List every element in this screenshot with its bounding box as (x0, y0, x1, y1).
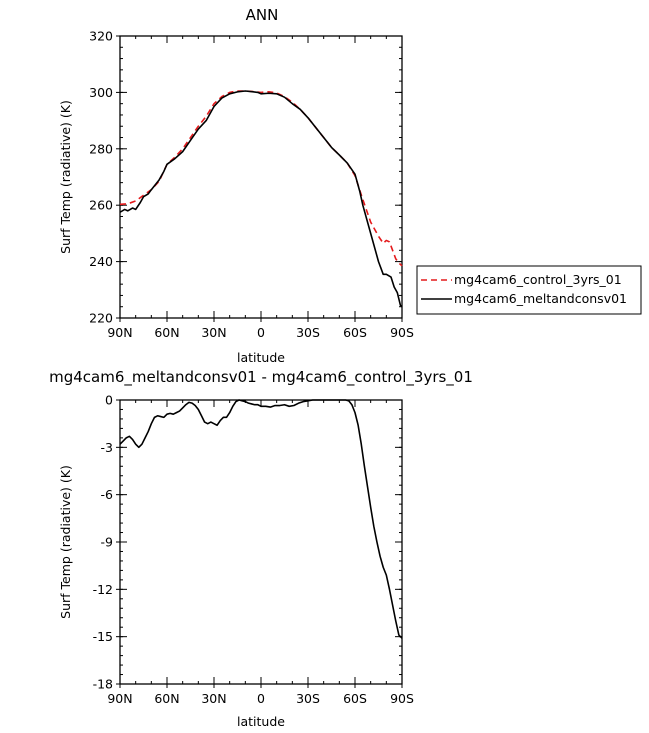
y-tick-label: 260 (89, 198, 113, 213)
x-tick-label: 30S (296, 691, 320, 706)
x-tick-label: 60S (343, 691, 367, 706)
bottom-x-axis-label: latitude (237, 714, 285, 729)
y-tick-label: 280 (89, 141, 113, 156)
legend-label-control: mg4cam6_control_3yrs_01 (454, 272, 622, 287)
y-tick-label: -9 (101, 535, 114, 550)
top-series-line-1 (119, 90, 403, 308)
bottom-plot-frame (119, 399, 403, 685)
y-tick-label: 240 (89, 254, 113, 269)
top-x-axis-label: latitude (237, 350, 285, 365)
bottom-x-axis: 90N 60N 30N 0 30S 60S 90S (107, 400, 414, 706)
x-tick-label: 30S (296, 325, 320, 340)
legend-label-meltandconsv: mg4cam6_meltandconsv01 (454, 291, 627, 306)
top-series-lines (119, 90, 403, 308)
y-tick-label: 300 (89, 85, 113, 100)
y-tick-label: -12 (93, 582, 113, 597)
legend: mg4cam6_control_3yrs_01 mg4cam6_meltandc… (416, 265, 642, 315)
x-tick-label: 0 (257, 691, 265, 706)
top-y-axis: 220 240 260 280 300 320 (89, 29, 402, 326)
y-tick-label: -3 (101, 440, 113, 455)
bottom-series-lines (119, 399, 403, 639)
bottom-series-line-0 (119, 399, 403, 639)
x-tick-label: 90N (107, 325, 132, 340)
bottom-chart-title: mg4cam6_meltandconsv01 - mg4cam6_control… (49, 368, 473, 387)
x-tick-label: 0 (257, 325, 265, 340)
bottom-y-axis-label: Surf Temp (radiative) (K) (58, 465, 73, 619)
bottom-panel: mg4cam6_meltandconsv01 - mg4cam6_control… (49, 368, 473, 729)
x-tick-label: 60S (343, 325, 367, 340)
bottom-y-axis: -18 -15 -12 -9 -6 -3 0 (93, 393, 402, 692)
y-tick-label: -15 (93, 629, 113, 644)
top-plot-frame (119, 35, 403, 319)
x-tick-label: 30N (201, 691, 226, 706)
x-tick-label: 90S (390, 691, 414, 706)
x-tick-label: 30N (201, 325, 226, 340)
top-series-line-0 (119, 90, 403, 267)
y-tick-label: 320 (89, 29, 113, 44)
x-tick-label: 60N (154, 691, 179, 706)
y-tick-label: -6 (101, 487, 114, 502)
y-tick-label: -18 (93, 677, 113, 692)
top-chart-title: ANN (246, 6, 279, 24)
legend-box (416, 265, 642, 315)
x-tick-label: 90N (107, 691, 132, 706)
top-x-axis: 90N 60N 30N 0 30S 60S 90S (107, 36, 414, 340)
y-tick-label: 220 (89, 311, 113, 326)
top-y-axis-label: Surf Temp (radiative) (K) (58, 100, 73, 254)
y-tick-label: 0 (105, 393, 113, 408)
x-tick-label: 90S (390, 325, 414, 340)
x-tick-label: 60N (154, 325, 179, 340)
